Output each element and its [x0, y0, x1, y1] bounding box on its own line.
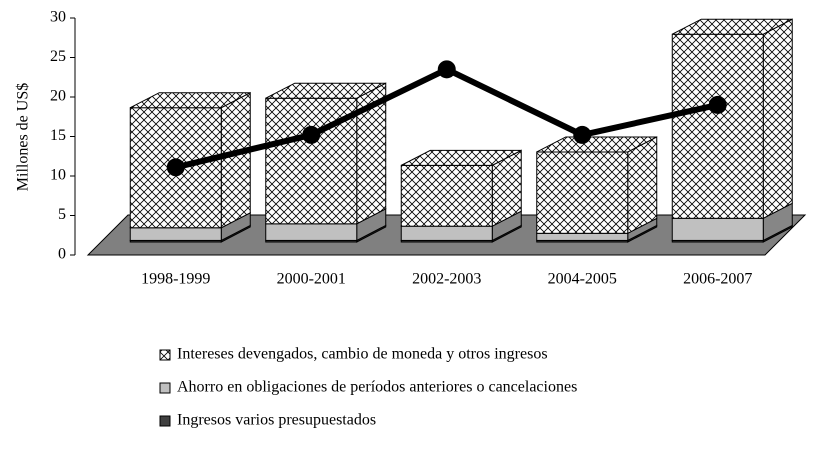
y-tick-label: 0 [58, 246, 66, 263]
y-tick-label: 10 [50, 167, 66, 184]
x-tick-label: 2000-2001 [277, 271, 346, 288]
x-tick-label: 1998-1999 [141, 271, 210, 288]
bar [265, 223, 358, 241]
bar [129, 227, 222, 241]
x-tick-label: 2002-2003 [412, 271, 481, 288]
bar-top [672, 18, 793, 35]
y-tick-label: 30 [50, 9, 66, 26]
y-tick-label: 25 [50, 48, 66, 65]
bar-side [220, 91, 251, 229]
legend-swatch [159, 415, 171, 427]
legend-swatch [159, 382, 171, 394]
x-tick-label: 2004-2005 [548, 271, 617, 288]
y-tick-label: 5 [58, 206, 66, 223]
bar [400, 164, 493, 227]
bar-side [762, 18, 793, 220]
line-marker [437, 60, 456, 79]
bar [536, 151, 629, 234]
y-tick-label: 20 [50, 88, 66, 105]
legend-label: Ingresos varios presupuestados [177, 412, 376, 429]
bar [671, 33, 764, 219]
bar-top [536, 136, 657, 153]
bar [536, 232, 629, 241]
y-tick-label: 15 [50, 127, 66, 144]
line-marker [166, 158, 185, 177]
legend-swatch [159, 349, 171, 361]
legend-label: Ahorro en obligaciones de períodos anter… [177, 379, 577, 396]
x-tick-label: 2006-2007 [683, 271, 752, 288]
bar-top [401, 149, 522, 166]
line-marker [573, 125, 592, 144]
legend-label: Intereses devengados, cambio de moneda y… [177, 346, 548, 363]
bar [671, 217, 764, 241]
bar [400, 225, 493, 241]
bar-side [627, 136, 658, 235]
line-marker [302, 125, 321, 144]
line-marker [708, 95, 727, 114]
y-axis-label: Millones de US$ [15, 83, 32, 191]
bar-top [130, 92, 251, 109]
bar-top [265, 82, 386, 99]
